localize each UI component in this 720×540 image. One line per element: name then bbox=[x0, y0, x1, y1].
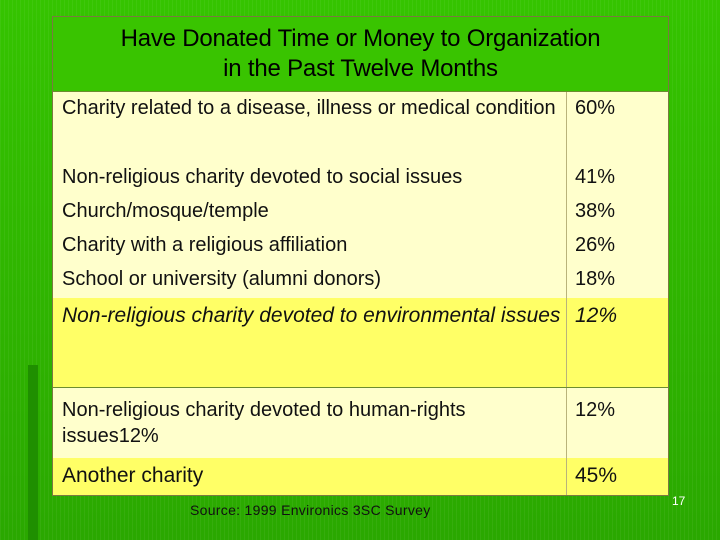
table-row: Charity with a religious affiliation 26% bbox=[53, 229, 668, 263]
row-percent: 41% bbox=[575, 166, 616, 188]
table-row: Church/mosque/temple 38% bbox=[53, 195, 668, 229]
column-divider bbox=[566, 161, 567, 195]
row-percent: 38% bbox=[575, 200, 616, 222]
table-title-line1: Have Donated Time or Money to Organizati… bbox=[120, 25, 601, 52]
table-row: Non-religious charity devoted to social … bbox=[53, 161, 668, 195]
row-label: Charity related to a disease, illness or… bbox=[62, 97, 556, 119]
column-divider bbox=[566, 229, 567, 263]
table-row-highlight: Non-religious charity devoted to environ… bbox=[53, 298, 668, 388]
row-label: Non-religious charity devoted to environ… bbox=[62, 304, 561, 327]
column-divider bbox=[566, 195, 567, 229]
column-divider bbox=[566, 263, 567, 298]
page-number: 17 bbox=[672, 494, 686, 508]
row-label: Charity with a religious affiliation bbox=[62, 234, 348, 256]
donation-table: Have Donated Time or Money to Organizati… bbox=[52, 16, 669, 496]
row-percent: 12% bbox=[575, 399, 616, 421]
row-percent: 12% bbox=[575, 304, 618, 327]
column-divider bbox=[566, 388, 567, 464]
table-title-line2: in the Past Twelve Months bbox=[223, 55, 498, 82]
row-percent: 45% bbox=[575, 464, 618, 487]
row-label: Church/mosque/temple bbox=[62, 200, 269, 222]
table-row: Non-religious charity devoted to human-r… bbox=[53, 388, 668, 464]
table-body: Charity related to a disease, illness or… bbox=[53, 92, 668, 495]
decorative-bar bbox=[28, 365, 38, 540]
table-row-highlight: Another charity 45% bbox=[53, 458, 668, 495]
table-title: Have Donated Time or Money to Organizati… bbox=[53, 17, 668, 92]
row-label: Non-religious charity devoted to social … bbox=[62, 166, 463, 188]
row-label: School or university (alumni donors) bbox=[62, 268, 382, 290]
column-divider bbox=[566, 298, 567, 387]
row-label: Another charity bbox=[62, 464, 204, 487]
column-divider bbox=[566, 458, 567, 495]
table-row: School or university (alumni donors) 18% bbox=[53, 263, 668, 298]
row-percent: 18% bbox=[575, 268, 616, 290]
table-row: Charity related to a disease, illness or… bbox=[53, 92, 668, 172]
row-percent: 60% bbox=[575, 97, 616, 119]
source-note: Source: 1999 Environics 3SC Survey bbox=[190, 502, 431, 518]
row-label: Non-religious charity devoted to human-r… bbox=[62, 399, 466, 447]
row-percent: 26% bbox=[575, 234, 616, 256]
column-divider bbox=[566, 92, 567, 172]
